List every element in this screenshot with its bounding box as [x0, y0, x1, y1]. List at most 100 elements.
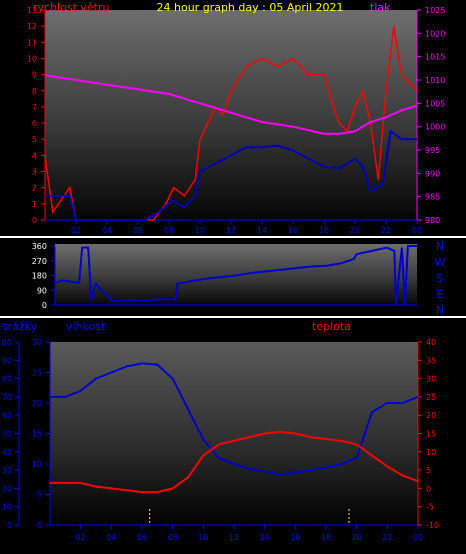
compass-label: N [436, 304, 444, 317]
compass-label: E [437, 288, 444, 301]
compass-label: N [436, 240, 444, 253]
wind-speed-tick-label: 4 [32, 151, 37, 160]
wind-x-tick-label: 10 [195, 226, 205, 235]
precipitation-tick-label: 100 [0, 338, 12, 347]
temperature-tick-label: 35 [426, 356, 436, 365]
wind-x-tick-label: 16 [288, 226, 298, 235]
pressure-tick-label: 1015 [425, 53, 445, 62]
wind-x-tick-label: 06 [133, 226, 143, 235]
wind-speed-tick-label: 0 [32, 216, 37, 225]
pressure-axis-label: tlak [370, 1, 391, 14]
wind-x-tick-label: 20 [350, 226, 360, 235]
direction-tick-label: 90 [37, 286, 47, 295]
precipitation-tick-label: 80 [2, 375, 12, 384]
pressure-line [44, 74, 418, 135]
pressure-tick-label: 985 [425, 193, 440, 202]
wind-speed-axis-label: rychlost větru [33, 1, 109, 14]
bottom-x-tick-label: 14 [260, 533, 270, 542]
wind-speed-tick-label: 6 [32, 119, 37, 128]
precipitation-tick-label: 90 [2, 356, 12, 365]
bottom-x-tick-label: 16 [290, 533, 300, 542]
humidity-tick-label: 20 [32, 399, 42, 408]
wind-direction-line [54, 245, 417, 306]
direction-tick-label: 180 [32, 272, 47, 281]
wind-x-tick-label: 12 [226, 226, 236, 235]
precipitation-tick-label: 10 [2, 503, 12, 512]
wind-speed-tick-label: 7 [32, 103, 37, 112]
wind-x-tick-label: 04 [102, 226, 112, 235]
wind-x-tick-label: 08 [164, 226, 174, 235]
wind-speed-tick-label: 10 [27, 54, 37, 63]
bottom-x-tick-label: 00 [413, 533, 423, 542]
bottom-x-tick-label: 02 [76, 533, 86, 542]
humidity-tick-label: 10 [32, 460, 42, 469]
precipitation-tick-label: 50 [2, 430, 12, 439]
precipitation-tick-label: 0 [7, 521, 12, 530]
pressure-tick-label: 1025 [425, 6, 445, 15]
wind-speed-tick-label: 3 [32, 168, 37, 177]
humidity-temp-plot-area [50, 342, 418, 526]
direction-tick-label: 360 [32, 242, 47, 251]
humidity-tick-label: 30 [32, 338, 42, 347]
temperature-tick-label: -10 [426, 521, 439, 530]
wind-speed-tick-label: 11 [27, 38, 37, 47]
humidity-line [50, 362, 419, 476]
chart-title: 24 hour graph day : 05 April 2021 [157, 1, 344, 14]
humidity-tick-label: 0 [37, 521, 42, 530]
pressure-tick-label: 1020 [425, 29, 445, 38]
temperature-tick-label: 5 [426, 466, 431, 475]
temperature-tick-label: 30 [426, 375, 436, 384]
wind-plot-area [45, 10, 417, 220]
bottom-x-tick-label: 08 [168, 533, 178, 542]
humidity-axis-label: vlhkost [66, 320, 106, 333]
wind-x-tick-label: 18 [319, 226, 329, 235]
temperature-tick-label: 20 [426, 411, 436, 420]
precipitation-tick-label: 30 [2, 466, 12, 475]
precipitation-tick-label: 40 [2, 448, 12, 457]
temperature-axis-label: teplota [312, 320, 351, 333]
bottom-x-tick-label: 06 [137, 533, 147, 542]
wind-speed-tick-label: 8 [32, 87, 37, 96]
wind-speed-tick-label: 13 [27, 6, 37, 15]
compass-label: S [437, 272, 444, 285]
wind-speed-tick-label: 2 [32, 184, 37, 193]
bottom-x-tick-label: 20 [352, 533, 362, 542]
bottom-x-tick-label: 22 [382, 533, 392, 542]
humidity-tick-label: 15 [32, 430, 42, 439]
precipitation-tick-label: 60 [2, 411, 12, 420]
temperature-tick-label: 15 [426, 430, 436, 439]
direction-tick-label: 0 [42, 301, 47, 310]
wind-speed-tick-label: 5 [32, 135, 37, 144]
humidity-tick-label: 5 [37, 491, 42, 500]
direction-tick-label: 270 [32, 257, 47, 266]
bottom-x-tick-label: 04 [106, 533, 116, 542]
temperature-tick-label: 25 [426, 393, 436, 402]
bottom-x-tick-label: 10 [198, 533, 208, 542]
temperature-line [50, 430, 419, 494]
humidity-tick-label: 25 [32, 369, 42, 378]
precipitation-tick-label: 20 [2, 484, 12, 493]
pressure-tick-label: 1010 [425, 76, 445, 85]
pressure-tick-label: 1000 [425, 123, 445, 132]
precipitation-axis-label: srážky [2, 320, 38, 333]
temperature-tick-label: 0 [426, 484, 431, 493]
temperature-tick-label: 10 [426, 448, 436, 457]
wind-x-tick-label: 22 [381, 226, 391, 235]
temperature-tick-label: -5 [426, 503, 434, 512]
temperature-tick-label: 40 [426, 338, 436, 347]
pressure-tick-label: 990 [425, 169, 440, 178]
wind-speed-tick-label: 1 [32, 200, 37, 209]
precipitation-tick-label: 70 [2, 393, 12, 402]
pressure-tick-label: 1005 [425, 99, 445, 108]
wind-speed-tick-label: 12 [27, 22, 37, 31]
wind-x-tick-label: 02 [71, 226, 81, 235]
pressure-tick-label: 980 [425, 216, 440, 225]
wind-speed-line [45, 129, 417, 221]
bottom-x-tick-label: 12 [229, 533, 239, 542]
bottom-x-tick-label: 18 [321, 533, 331, 542]
compass-label: W [435, 256, 446, 269]
wind-x-tick-label: 14 [257, 226, 267, 235]
wind-speed-tick-label: 9 [32, 71, 37, 80]
